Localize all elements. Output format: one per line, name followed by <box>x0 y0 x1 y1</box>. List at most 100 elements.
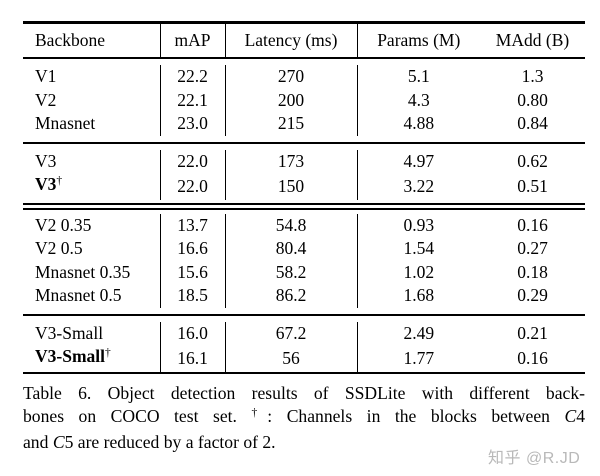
table-row: Mnasnet 0.35 15.6 58.2 1.02 0.18 <box>23 260 585 284</box>
table-row: Mnasnet 23.0 215 4.88 0.84 <box>23 112 585 136</box>
cell-params: 0.93 <box>403 214 435 235</box>
results-table: Backbone mAP Latency (ms) Params (M) MAd… <box>23 21 585 374</box>
cell-params: 2.49 <box>403 322 435 343</box>
double-rule <box>23 200 585 214</box>
caption-line-2: bones on COCO test set. †: Channels in t… <box>23 405 585 431</box>
rule-line <box>23 203 585 210</box>
cell-madd: 0.62 <box>517 150 548 171</box>
cell-madd: 1.3 <box>521 66 544 86</box>
table-row: Mnasnet 0.5 18.5 86.2 1.68 0.29 <box>23 284 585 308</box>
table-row: V3-Small† 16.1 56 1.77 0.16 <box>23 345 585 373</box>
backbone-name: Mnasnet 0.5 <box>35 285 122 305</box>
cell-params: 1.54 <box>403 238 435 258</box>
cell-latency: 200 <box>225 88 358 112</box>
cell-madd: 0.29 <box>517 285 548 305</box>
cell-latency: 54.8 <box>225 213 358 237</box>
dagger-superscript: † <box>56 175 63 187</box>
column-header-params: Params (M) <box>377 30 461 50</box>
backbone-name: V3 <box>35 150 57 171</box>
dagger-superscript: † <box>251 406 268 419</box>
cell-backbone: Mnasnet 0.5 <box>23 284 161 308</box>
table-row: V3 22.0 173 4.97 0.62 <box>23 149 585 173</box>
cell-madd: 0.84 <box>517 113 548 133</box>
section-rule <box>23 136 585 150</box>
cell-params: 4.88 <box>403 113 435 133</box>
cell-params: 3.22 <box>403 175 435 196</box>
caption-text: Table 6. Object detection results of SSD… <box>23 382 585 403</box>
page: { "table": { "headers": ["Backbone", "mA… <box>0 21 600 476</box>
caption-line-3: and C5 are reduced by a factor of 2. <box>23 431 585 454</box>
caption-text: are reduced by a factor of 2. <box>73 432 276 453</box>
cell-map: 22.1 <box>160 88 226 112</box>
caption-text: 5 <box>64 432 74 453</box>
watermark: 知乎 @R.JD <box>488 450 581 467</box>
cell-params: 1.68 <box>403 285 435 305</box>
table-row: V3-Small 16.0 67.2 2.49 0.21 <box>23 321 585 345</box>
cell-map: 16.6 <box>160 237 226 261</box>
cell-backbone: V3-Small† <box>23 345 161 373</box>
backbone-name: V2 0.35 <box>35 214 92 235</box>
dagger-superscript: † <box>105 347 111 359</box>
cell-backbone: V2 0.5 <box>23 237 161 261</box>
cell-backbone: V1 <box>23 65 161 89</box>
math-variable: C <box>52 432 65 453</box>
caption-text: 4 <box>576 405 585 426</box>
cell-latency: 86.2 <box>225 284 358 308</box>
cell-map: 16.1 <box>160 345 226 373</box>
caption-text: and <box>23 432 53 453</box>
cell-backbone: V3-Small <box>23 321 161 345</box>
backbone-name: Mnasnet 0.35 <box>35 261 131 282</box>
column-header-map: mAP <box>160 22 226 57</box>
cell-map: 16.0 <box>160 321 226 345</box>
cell-map: 22.2 <box>160 65 226 89</box>
table-row: V2 22.1 200 4.3 0.80 <box>23 88 585 112</box>
cell-madd: 0.27 <box>517 238 548 258</box>
cell-madd: 0.51 <box>517 175 548 196</box>
caption-line-1: Table 6. Object detection results of SSD… <box>23 382 585 405</box>
rule-line <box>23 57 585 59</box>
cell-latency: 58.2 <box>225 260 358 284</box>
section-rule <box>23 308 585 322</box>
cell-backbone: Mnasnet 0.35 <box>23 260 161 284</box>
backbone-name: V3-Small <box>35 322 104 343</box>
cell-latency: 56 <box>225 345 358 373</box>
cell-map: 13.7 <box>160 213 226 237</box>
cell-madd: 0.21 <box>517 322 548 343</box>
backbone-name: V2 0.5 <box>35 238 83 258</box>
cell-map: 18.5 <box>160 284 226 308</box>
cell-madd: 0.80 <box>517 89 548 110</box>
column-header-backbone: Backbone <box>23 22 161 57</box>
cell-map: 22.0 <box>160 149 226 173</box>
table-row: V2 0.35 13.7 54.8 0.93 0.16 <box>23 213 585 237</box>
cell-latency: 150 <box>225 173 358 200</box>
cell-latency: 67.2 <box>225 321 358 345</box>
math-variable: C <box>564 405 577 426</box>
column-header-madd: MAdd (B) <box>495 30 570 50</box>
cell-params: 4.3 <box>407 89 430 110</box>
header-row: Backbone mAP Latency (ms) Params (M) MAd… <box>23 22 585 57</box>
cell-map: 15.6 <box>160 260 226 284</box>
cell-latency: 215 <box>225 112 358 136</box>
backbone-name: Mnasnet <box>35 113 96 133</box>
cell-backbone: V2 <box>23 88 161 112</box>
cell-backbone: V2 0.35 <box>23 213 161 237</box>
column-header-latency: Latency (ms) <box>225 22 358 57</box>
table-row: V3† 22.0 150 3.22 0.51 <box>23 173 585 200</box>
backbone-name: V3-Small <box>35 346 105 366</box>
cell-params: 4.97 <box>403 150 435 171</box>
cell-madd: 0.16 <box>517 347 548 368</box>
cell-madd: 0.18 <box>517 261 548 282</box>
cell-params: 1.77 <box>403 347 435 368</box>
cell-backbone: V3† <box>23 173 161 200</box>
table-caption: Table 6. Object detection results of SSD… <box>23 382 585 455</box>
cell-map: 23.0 <box>160 112 226 136</box>
rule-line <box>23 313 585 316</box>
table-row: V1 22.2 270 5.1 1.3 <box>23 65 585 89</box>
backbone-name: V1 <box>35 66 57 86</box>
cell-latency: 173 <box>225 149 358 173</box>
cell-params: 1.02 <box>403 261 435 282</box>
caption-text: bones on COCO test set. <box>23 405 252 426</box>
cell-madd: 0.16 <box>517 214 548 235</box>
backbone-name: V2 <box>35 89 57 110</box>
table-row: V2 0.5 16.6 80.4 1.54 0.27 <box>23 237 585 261</box>
